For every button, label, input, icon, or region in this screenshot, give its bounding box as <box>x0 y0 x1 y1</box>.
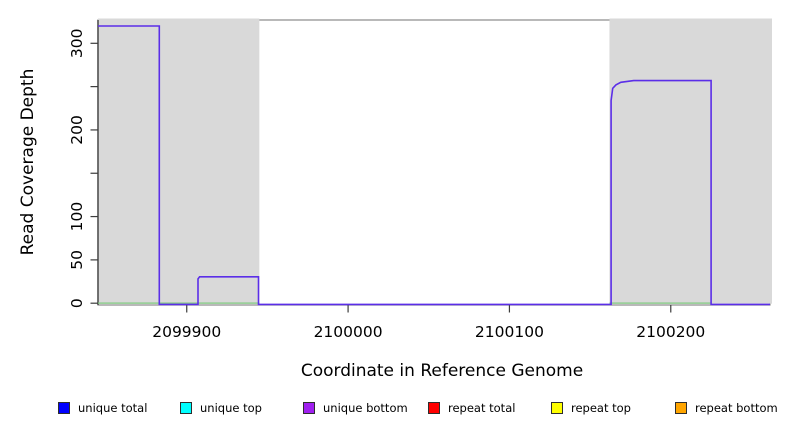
legend-item-repeat-bottom: repeat bottom <box>675 401 778 415</box>
legend-item-unique-total: unique total <box>58 401 147 415</box>
svg-text:100: 100 <box>68 202 86 232</box>
svg-text:200: 200 <box>68 115 86 145</box>
legend-swatch-unique-bottom <box>303 402 315 414</box>
legend-label-repeat-top: repeat top <box>571 401 631 415</box>
svg-text:2100200: 2100200 <box>636 323 705 341</box>
legend-label-unique-bottom: unique bottom <box>323 401 408 415</box>
legend-swatch-unique-top <box>180 402 192 414</box>
x-axis-title: Coordinate in Reference Genome <box>301 361 583 381</box>
legend-item-repeat-top: repeat top <box>551 401 631 415</box>
legend-swatch-unique-total <box>58 402 70 414</box>
legend-item-unique-bottom: unique bottom <box>303 401 408 415</box>
y-axis: 0 50 100 200 300 <box>68 20 99 308</box>
legend-label-unique-top: unique top <box>200 401 262 415</box>
svg-text:2100000: 2100000 <box>314 323 383 341</box>
legend-label-repeat-total: repeat total <box>448 401 516 415</box>
x-axis: 2099900 2100000 2100100 2100200 <box>152 305 705 341</box>
shaded-regions <box>98 18 772 304</box>
coverage-chart: 0 50 100 200 300 2099900 2100000 2100100 210020… <box>18 18 772 381</box>
svg-text:0: 0 <box>68 298 86 308</box>
legend-label-unique-total: unique total <box>78 401 148 415</box>
legend-swatch-repeat-top <box>551 402 563 414</box>
svg-text:2100100: 2100100 <box>475 323 544 341</box>
y-axis-title: Read Coverage Depth <box>18 69 38 256</box>
legend-item-unique-top: unique top <box>180 401 262 415</box>
svg-text:300: 300 <box>68 29 86 59</box>
svg-text:50: 50 <box>68 250 86 270</box>
legend-item-repeat-total: repeat total <box>428 401 515 415</box>
svg-text:2099900: 2099900 <box>152 323 221 341</box>
coverage-line <box>98 25 770 306</box>
legend-swatch-repeat-bottom <box>675 402 687 414</box>
legend-label-repeat-bottom: repeat bottom <box>695 401 778 415</box>
legend-swatch-repeat-total <box>428 402 440 414</box>
